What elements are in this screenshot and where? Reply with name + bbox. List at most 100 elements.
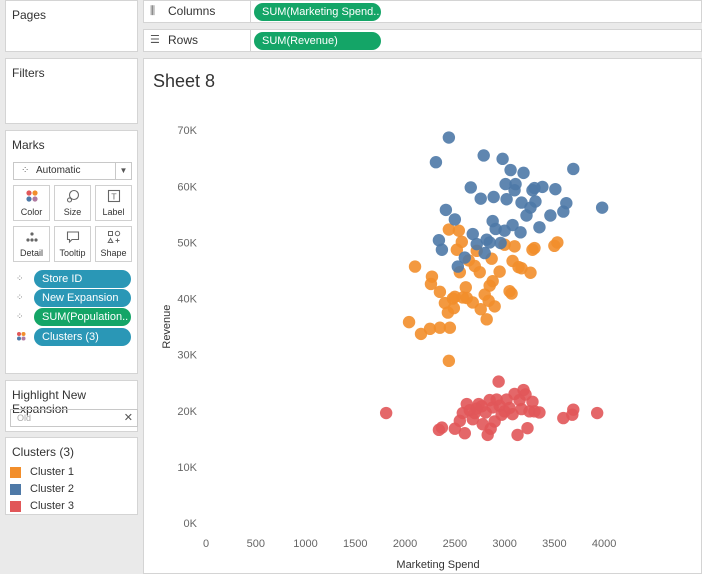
scatter-point[interactable] — [508, 240, 521, 253]
scatter-point[interactable] — [473, 265, 486, 279]
x-tick-label: 500 — [247, 538, 265, 550]
scatter-point[interactable] — [425, 270, 439, 283]
scatter-point[interactable] — [514, 226, 527, 239]
scatter-point[interactable] — [433, 285, 447, 299]
scatter-point[interactable] — [483, 236, 496, 249]
mark-type-dropdown[interactable]: ⁘ Automatic ▼ — [13, 162, 132, 180]
scatter-point[interactable] — [529, 195, 542, 208]
scatter-point[interactable] — [567, 403, 580, 416]
store-id-pill[interactable]: Store ID — [34, 270, 131, 288]
scatter-point[interactable] — [488, 300, 501, 313]
scatter-point[interactable] — [455, 235, 469, 249]
new-expansion-pill[interactable]: New Expansion — [34, 289, 131, 307]
scatter-point[interactable] — [402, 315, 416, 329]
scatter-chart[interactable]: 0K 10K 20K 30K 40K 50K 60K 70K 0 500 1000 1500 2000 2… — [144, 59, 701, 573]
scatter-point[interactable] — [517, 166, 530, 180]
scatter-point[interactable] — [464, 181, 477, 194]
scatter-point[interactable] — [509, 177, 522, 191]
clusters-pill[interactable]: Clusters (3) — [34, 328, 131, 346]
label-button[interactable]: T Label — [95, 185, 132, 221]
scatter-point[interactable] — [533, 221, 546, 234]
scatter-point[interactable] — [442, 354, 456, 368]
tooltip-button[interactable]: Tooltip — [54, 226, 91, 262]
scatter-point[interactable] — [504, 163, 517, 177]
pages-card[interactable]: Pages — [5, 0, 138, 52]
marketing-spend-pill[interactable]: SUM(Marketing Spend.. — [254, 3, 381, 21]
scatter-point[interactable] — [447, 301, 461, 315]
shape-icon — [96, 230, 131, 248]
scatter-point[interactable] — [567, 162, 580, 176]
scatter-point[interactable] — [478, 246, 491, 260]
columns-shelf[interactable]: ⫼ Columns SUM(Marketing Spend.. — [143, 0, 702, 23]
scatter-point[interactable] — [439, 203, 453, 217]
scatter-point[interactable] — [466, 227, 479, 241]
scatter-point[interactable] — [458, 251, 471, 264]
scatter-point[interactable] — [458, 427, 471, 440]
tooltip-icon — [55, 230, 90, 248]
scatter-point[interactable] — [429, 156, 443, 169]
scatter-point[interactable] — [480, 313, 493, 326]
chevron-down-icon[interactable]: ▼ — [115, 163, 131, 179]
scatter-point[interactable] — [483, 393, 496, 407]
scatter-point[interactable] — [496, 152, 509, 166]
scatter-point[interactable] — [549, 182, 562, 196]
scatter-point[interactable] — [451, 260, 465, 273]
scatter-point[interactable] — [459, 281, 472, 294]
scatter-point[interactable] — [526, 395, 539, 408]
scatter-point[interactable] — [470, 237, 483, 251]
scatter-point[interactable] — [500, 193, 513, 206]
revenue-pill[interactable]: SUM(Revenue) — [254, 32, 381, 50]
scatter-point[interactable] — [487, 190, 500, 204]
scatter-point[interactable] — [499, 177, 512, 191]
scatter-point[interactable] — [492, 375, 505, 388]
scatter-point[interactable] — [408, 260, 422, 273]
detail-button[interactable]: Detail — [13, 226, 50, 262]
scatter-point[interactable] — [477, 149, 490, 162]
scatter-point[interactable] — [474, 303, 487, 316]
detail-label: Detail — [19, 248, 43, 258]
scatter-point[interactable] — [435, 243, 449, 256]
scatter-point[interactable] — [494, 236, 507, 250]
scatter-point[interactable] — [442, 223, 456, 236]
scatter-point[interactable] — [524, 266, 537, 279]
highlight-card: Highlight New Expansion Old ✕ — [5, 380, 138, 432]
scatter-point[interactable] — [560, 196, 573, 210]
scatter-point[interactable] — [505, 287, 518, 300]
close-icon[interactable]: ✕ — [123, 412, 133, 424]
scatter-point[interactable] — [506, 218, 519, 232]
scatter-point[interactable] — [551, 236, 564, 249]
scatter-point[interactable] — [521, 421, 534, 435]
rows-shelf[interactable]: ☰ Rows SUM(Revenue) — [143, 29, 702, 52]
scatter-point[interactable] — [595, 201, 609, 214]
scatter-point[interactable] — [590, 406, 604, 420]
scatter-point[interactable] — [533, 406, 546, 419]
scatter-point[interactable] — [452, 224, 466, 237]
scatter-point[interactable] — [448, 213, 462, 226]
filters-card[interactable]: Filters — [5, 58, 138, 124]
scatter-point[interactable] — [474, 192, 487, 205]
columns-icon: ⫼ — [150, 5, 156, 17]
scatter-point[interactable] — [443, 321, 457, 334]
scatter-point[interactable] — [435, 421, 449, 434]
color-button[interactable]: Color — [13, 185, 50, 221]
legend-item-cluster-2[interactable]: Cluster 2 — [8, 481, 74, 497]
scatter-point[interactable] — [423, 322, 437, 336]
highlight-input[interactable]: Old ✕ — [10, 409, 138, 427]
shape-button[interactable]: Shape — [95, 226, 132, 262]
scatter-point[interactable] — [528, 241, 541, 255]
scatter-point[interactable] — [379, 406, 393, 420]
legend-item-cluster-1[interactable]: Cluster 1 — [8, 464, 74, 480]
scatter-point[interactable] — [536, 180, 549, 194]
legend-item-cluster-3[interactable]: Cluster 3 — [8, 498, 74, 514]
scatter-point[interactable] — [432, 234, 446, 247]
size-button[interactable]: Size — [54, 185, 91, 221]
sum-population-pill[interactable]: SUM(Population.. — [34, 308, 131, 326]
scatter-point[interactable] — [486, 274, 499, 288]
scatter-point[interactable] — [433, 321, 447, 334]
detail-icon: ⁘ — [16, 292, 24, 302]
scatter-point[interactable] — [493, 265, 506, 278]
scatter-point[interactable] — [442, 131, 456, 144]
scatter-point[interactable] — [511, 428, 524, 442]
scatter-point[interactable] — [544, 209, 557, 222]
detail-icon: ⁘ — [16, 273, 24, 283]
